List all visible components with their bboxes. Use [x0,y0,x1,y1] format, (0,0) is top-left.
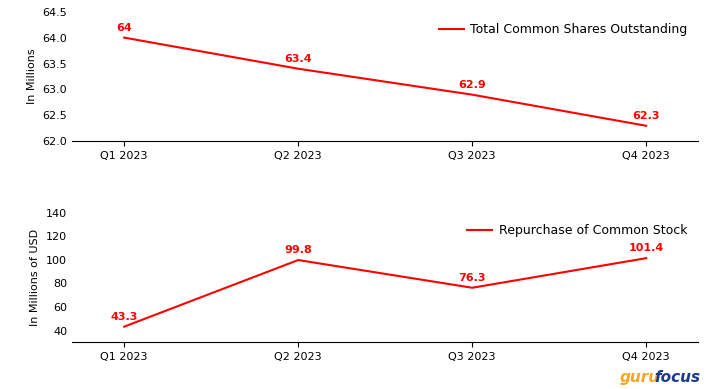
Text: 99.8: 99.8 [284,245,312,255]
Legend: Repurchase of Common Stock: Repurchase of Common Stock [462,219,692,242]
Text: 76.3: 76.3 [459,273,486,283]
Text: 43.3: 43.3 [110,312,138,322]
Text: guru: guru [619,370,660,385]
Y-axis label: In Millions: In Millions [27,49,37,104]
Text: 101.4: 101.4 [629,243,664,253]
Text: focus: focus [654,370,700,385]
Text: 62.3: 62.3 [632,111,660,121]
Text: 62.9: 62.9 [459,80,486,90]
Legend: Total Common Shares Outstanding: Total Common Shares Outstanding [433,18,692,41]
Text: 63.4: 63.4 [284,54,312,64]
Text: 64: 64 [117,23,132,33]
Y-axis label: In Millions of USD: In Millions of USD [30,229,40,326]
